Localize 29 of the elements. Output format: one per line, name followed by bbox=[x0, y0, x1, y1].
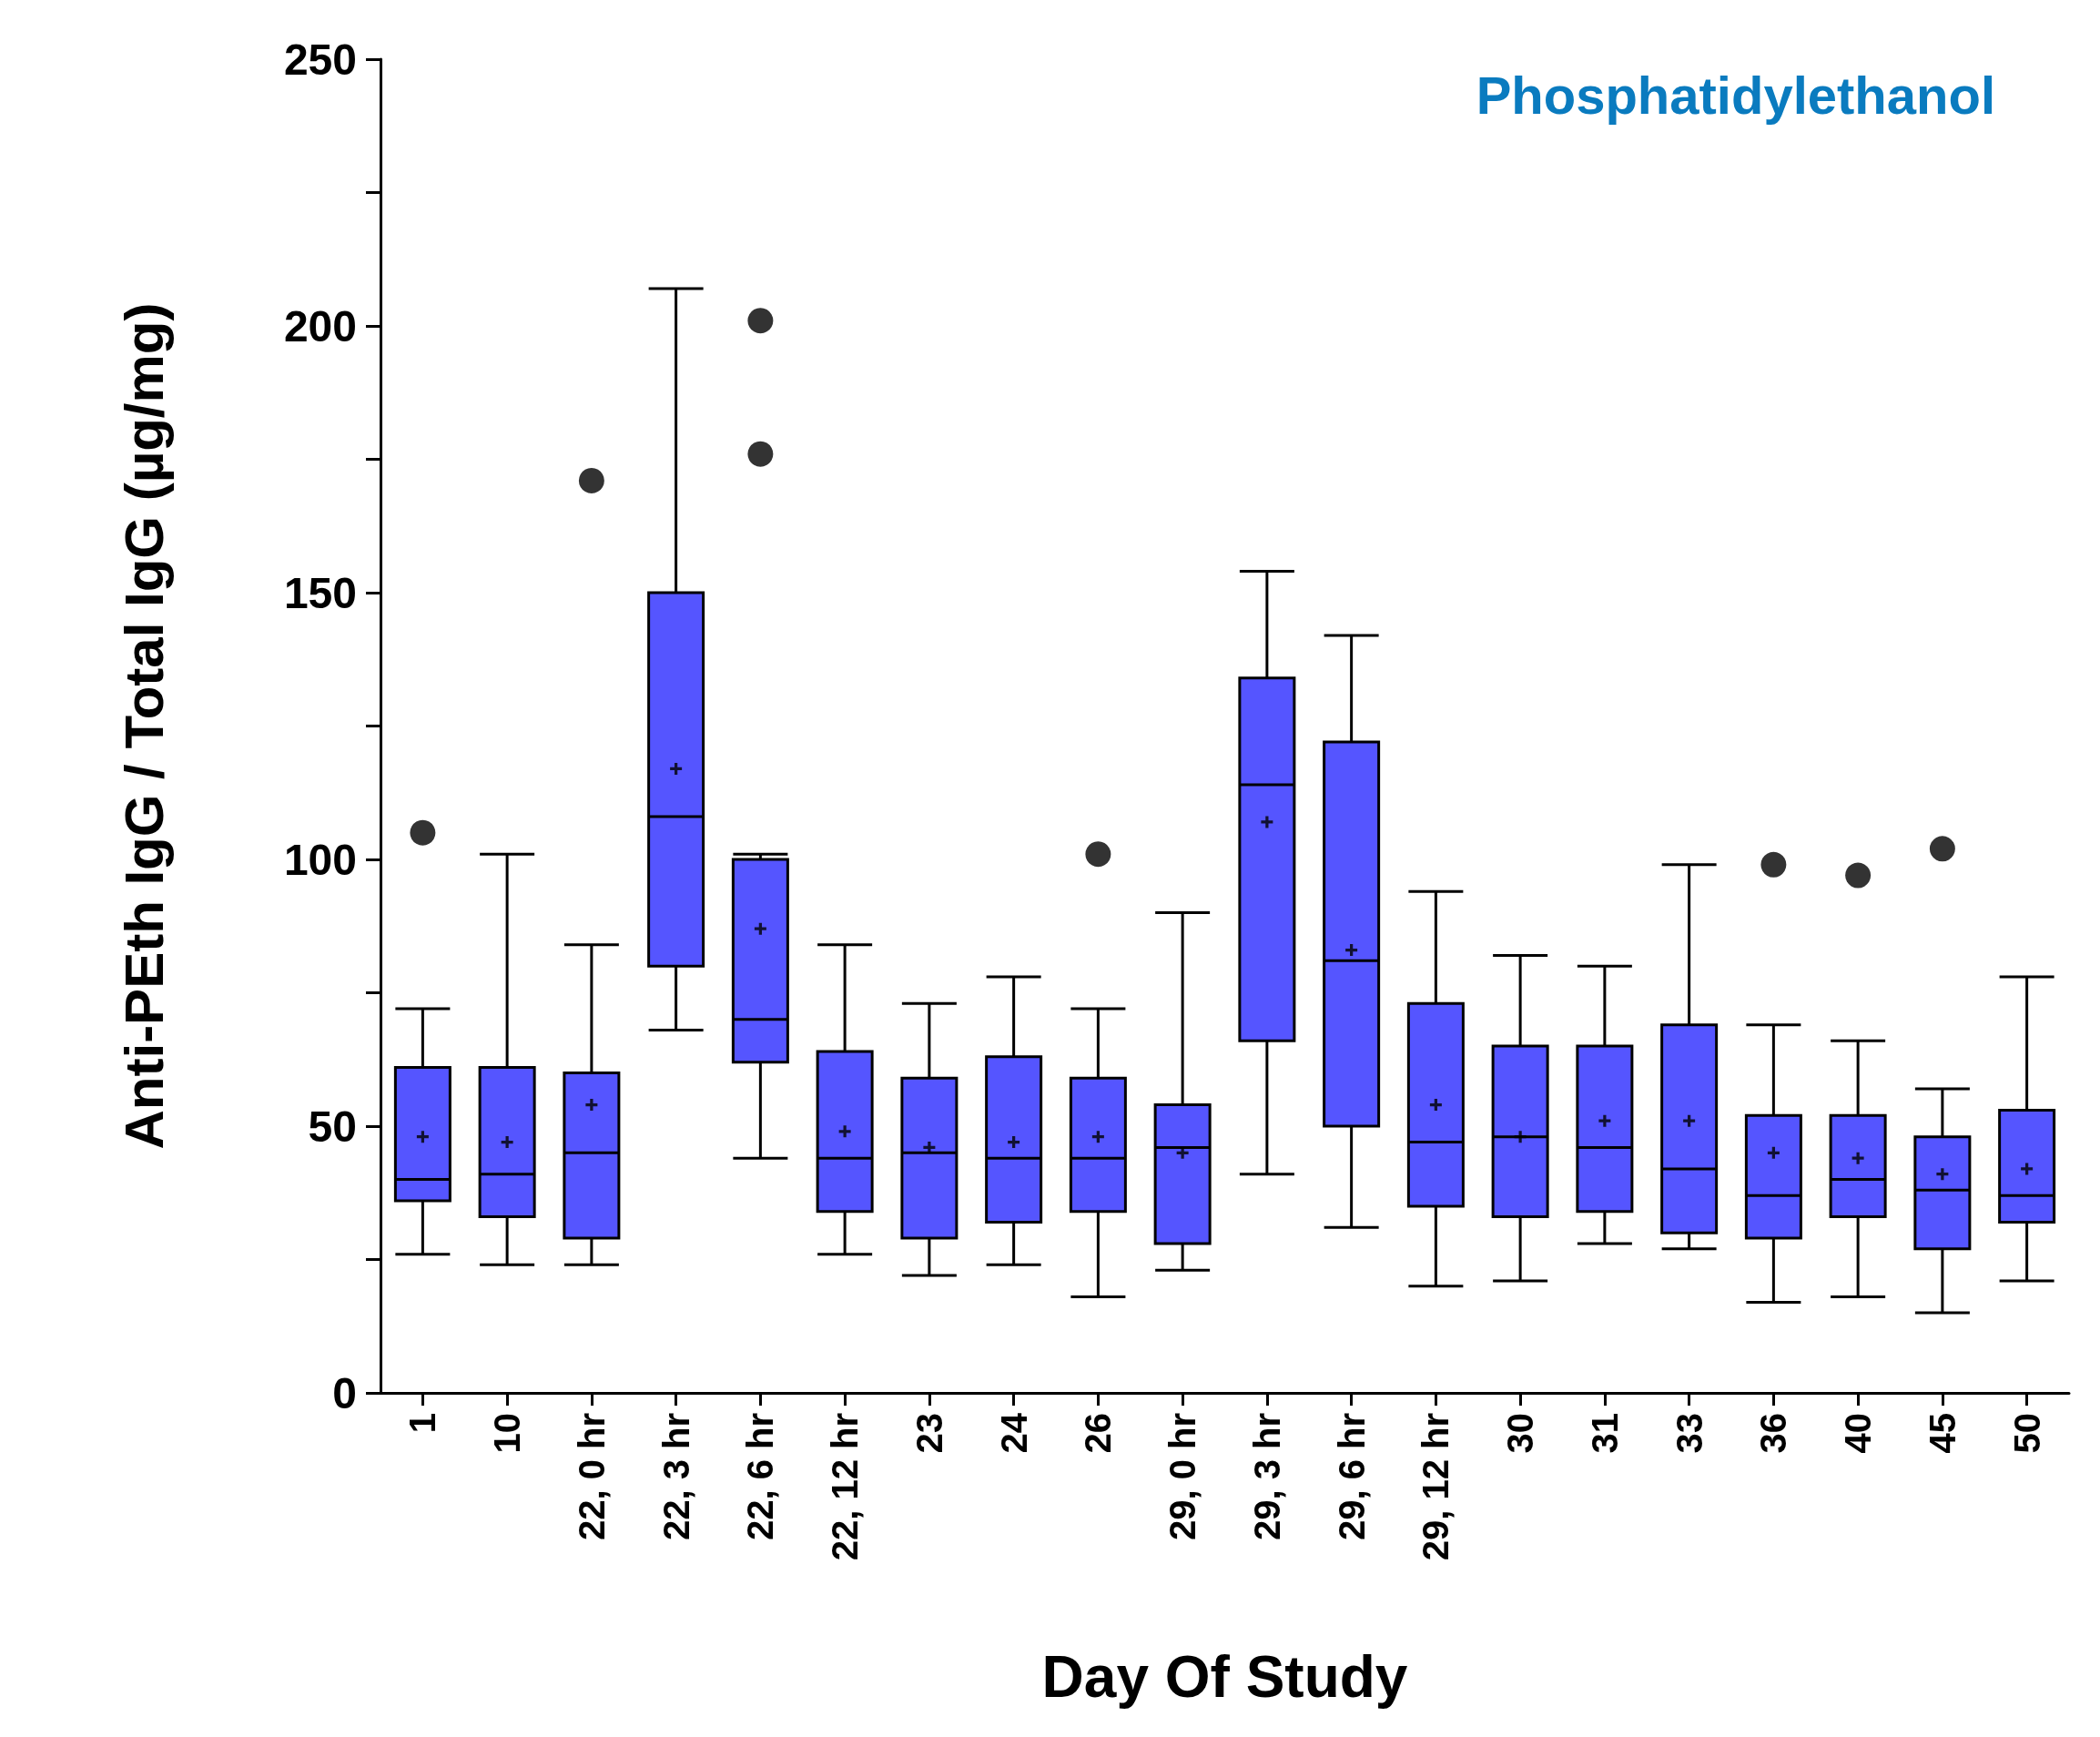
x-tick-label: 30 bbox=[1500, 1413, 1541, 1454]
x-tick-label: 31 bbox=[1584, 1413, 1625, 1454]
y-tick-label: 200 bbox=[283, 301, 357, 350]
y-tick-label: 50 bbox=[308, 1102, 357, 1151]
x-tick-label: 22, 3 hr bbox=[655, 1413, 696, 1541]
x-tick-label: 33 bbox=[1669, 1413, 1709, 1454]
y-axis-title: Anti-PEth IgG / Total IgG (µg/mg) bbox=[113, 302, 175, 1150]
y-tick-label: 150 bbox=[283, 568, 357, 617]
x-tick-label: 40 bbox=[1838, 1413, 1879, 1454]
y-tick-label: 0 bbox=[332, 1368, 357, 1417]
x-tick-label: 24 bbox=[993, 1412, 1034, 1454]
x-axis-title: Day Of Study bbox=[1041, 1644, 1408, 1710]
chart-title: Phosphatidylethanol bbox=[1476, 65, 1995, 125]
x-tick-label: 22, 12 hr bbox=[825, 1413, 866, 1561]
y-tick-label: 250 bbox=[283, 35, 357, 84]
y-tick-label: 100 bbox=[283, 835, 357, 884]
x-tick-label: 22, 0 hr bbox=[571, 1413, 612, 1541]
x-tick-label: 45 bbox=[1922, 1413, 1963, 1454]
x-tick-label: 36 bbox=[1753, 1413, 1794, 1454]
x-tick-label: 23 bbox=[908, 1413, 949, 1454]
x-tick-label: 29, 0 hr bbox=[1162, 1413, 1203, 1541]
x-tick-label: 29, 12 hr bbox=[1415, 1413, 1456, 1561]
x-tick-label: 50 bbox=[2006, 1413, 2047, 1454]
x-tick-label: 29, 6 hr bbox=[1331, 1413, 1372, 1541]
x-tick-label: 10 bbox=[487, 1413, 528, 1454]
x-tick-label: 1 bbox=[402, 1413, 443, 1434]
x-tick-label: 26 bbox=[1078, 1413, 1119, 1454]
x-tick-label: 22, 6 hr bbox=[740, 1413, 781, 1541]
x-tick-label: 29, 3 hr bbox=[1246, 1413, 1287, 1541]
